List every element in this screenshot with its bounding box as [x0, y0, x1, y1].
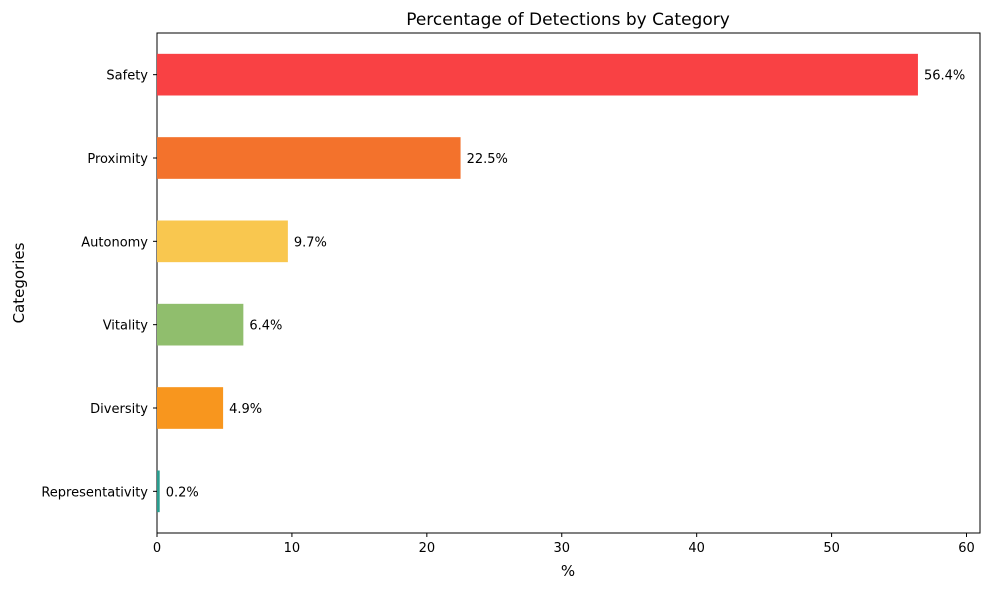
y-tick-label-autonomy: Autonomy	[81, 235, 148, 250]
data-label-autonomy: 9.7%	[294, 235, 327, 250]
bar-diversity	[157, 387, 224, 429]
y-tick-label-proximity: Proximity	[87, 152, 148, 167]
x-tick-label: 20	[419, 541, 436, 556]
y-axis-label: Categories	[10, 242, 28, 323]
x-ticks-group: 0 10 20 30 40 50 60	[153, 533, 975, 556]
x-tick-label: 0	[153, 541, 161, 556]
data-label-safety: 56.4%	[924, 69, 965, 84]
x-axis-label: %	[561, 562, 575, 580]
data-label-representativity: 0.2%	[166, 485, 199, 500]
y-tick-label-representativity: Representativity	[41, 485, 148, 500]
x-tick-label: 50	[823, 541, 840, 556]
y-tick-label-safety: Safety	[106, 69, 148, 84]
data-label-vitality: 6.4%	[249, 319, 282, 334]
x-tick-label: 30	[553, 541, 570, 556]
bar-autonomy	[157, 220, 288, 263]
y-tick-label-vitality: Vitality	[103, 319, 149, 334]
data-label-diversity: 4.9%	[229, 402, 262, 417]
bars-group	[157, 53, 918, 513]
bar-proximity	[157, 137, 461, 179]
x-tick-label: 40	[688, 541, 705, 556]
bar-vitality	[157, 303, 244, 346]
plot-frame	[156, 32, 981, 534]
y-tick-label-diversity: Diversity	[90, 402, 148, 417]
data-label-proximity: 22.5%	[467, 152, 508, 167]
x-tick-label: 10	[284, 541, 301, 556]
bar-safety	[157, 53, 918, 96]
data-labels-group: 0.2% 4.9% 6.4% 9.7% 22.5% 56.4%	[166, 69, 966, 501]
x-tick-label: 60	[958, 541, 975, 556]
bar-representativity	[157, 470, 160, 513]
chart-title: Percentage of Detections by Category	[406, 10, 730, 30]
y-ticks-group: Representativity Diversity Vitality Autonom…	[41, 69, 157, 500]
